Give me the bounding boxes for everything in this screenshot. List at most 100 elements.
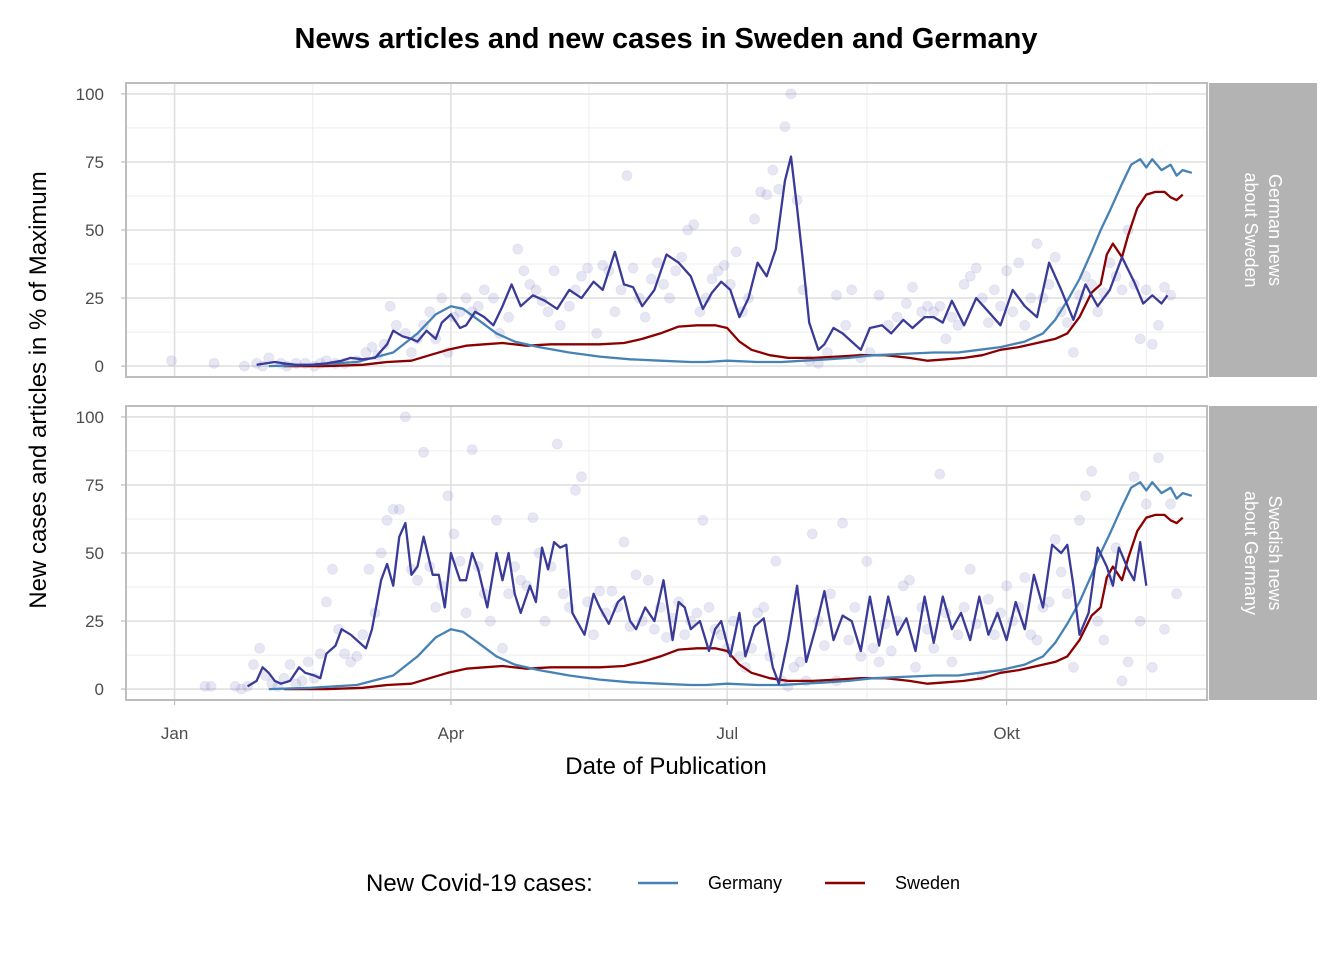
article-point xyxy=(615,284,627,296)
article-point xyxy=(539,615,551,627)
panel-strip xyxy=(1209,83,1317,377)
strip-label: Swedish newsabout Germany xyxy=(1241,491,1285,615)
article-point xyxy=(1165,498,1177,510)
article-point xyxy=(1001,580,1013,592)
article-point xyxy=(1116,284,1128,296)
article-point xyxy=(873,656,885,668)
article-point xyxy=(588,629,600,641)
article-point xyxy=(351,650,363,662)
article-point xyxy=(670,265,682,277)
article-point xyxy=(393,503,405,515)
article-point xyxy=(466,444,478,456)
article-point xyxy=(327,563,338,575)
article-point xyxy=(758,601,770,613)
y-tick-label: 0 xyxy=(95,680,104,699)
article-point xyxy=(749,213,761,225)
article-point xyxy=(1159,623,1170,635)
article-point xyxy=(621,170,633,182)
article-point xyxy=(430,601,442,613)
article-point xyxy=(697,514,709,526)
article-point xyxy=(645,273,657,285)
article-point xyxy=(867,642,879,654)
article-point xyxy=(843,634,855,646)
article-point xyxy=(1025,629,1037,641)
article-point xyxy=(235,683,247,695)
article-point xyxy=(1067,347,1079,358)
article-point xyxy=(1049,533,1061,545)
article-point xyxy=(1007,306,1019,318)
article-point xyxy=(679,629,691,641)
article-point xyxy=(691,607,703,619)
article-point xyxy=(296,675,308,687)
article-point xyxy=(381,514,393,526)
article-point xyxy=(630,569,642,581)
article-point xyxy=(399,411,411,423)
article-point xyxy=(515,574,527,586)
article-point xyxy=(1019,319,1031,331)
article-point xyxy=(1013,257,1025,269)
article-point xyxy=(591,327,603,339)
article-point xyxy=(448,528,460,540)
y-tick-label: 25 xyxy=(85,289,104,308)
article-point xyxy=(472,300,484,312)
article-point xyxy=(454,555,466,567)
article-point xyxy=(767,164,779,176)
article-point xyxy=(928,642,940,654)
article-point xyxy=(345,656,357,668)
article-point xyxy=(855,650,867,662)
article-point xyxy=(1043,596,1055,608)
article-point xyxy=(934,300,946,312)
article-point xyxy=(1116,675,1128,687)
article-point xyxy=(1031,634,1043,646)
article-point xyxy=(229,680,241,692)
article-point xyxy=(946,311,958,323)
germany-cases-line xyxy=(268,481,1193,691)
panel-2: 0 25 50 75 100 Swedish newsabout Germany xyxy=(76,405,1317,701)
articles-line xyxy=(246,521,1148,688)
article-point xyxy=(503,588,515,600)
article-point xyxy=(530,284,542,296)
article-point xyxy=(958,278,970,290)
article-point xyxy=(825,588,836,600)
article-point xyxy=(1171,588,1183,600)
article-point xyxy=(363,563,375,575)
article-point xyxy=(627,262,639,274)
article-point xyxy=(208,357,220,369)
y-tick-label: 100 xyxy=(76,408,104,427)
article-point xyxy=(1061,317,1073,329)
article-point xyxy=(512,243,524,255)
article-point xyxy=(618,536,630,548)
article-point xyxy=(205,680,217,692)
germany-cases-line xyxy=(268,158,1193,368)
x-axis-title: Date of Publication xyxy=(565,753,766,780)
article-point xyxy=(597,259,609,271)
article-point xyxy=(794,656,806,668)
article-point xyxy=(940,333,952,345)
article-point xyxy=(648,623,660,635)
article-point xyxy=(1152,452,1164,464)
panel-border xyxy=(125,405,1208,701)
article-point xyxy=(284,659,296,671)
article-point xyxy=(1140,284,1152,296)
article-point xyxy=(582,262,594,274)
article-point xyxy=(770,555,782,567)
article-point xyxy=(934,468,946,480)
article-point xyxy=(916,306,928,318)
x-tick-label: Okt xyxy=(993,724,1020,743)
article-point xyxy=(688,219,700,231)
article-point xyxy=(922,300,934,312)
y-tick-label: 25 xyxy=(85,612,104,631)
article-point xyxy=(761,189,773,201)
article-point xyxy=(1140,498,1152,510)
article-point xyxy=(831,289,842,301)
legend: New Covid-19 cases: Germany Sweden xyxy=(366,870,960,897)
article-point xyxy=(320,596,332,608)
article-point xyxy=(1067,661,1079,673)
article-point xyxy=(491,514,502,526)
article-point xyxy=(1122,656,1134,668)
strip-label-line-2: about Germany xyxy=(1241,491,1261,615)
article-point xyxy=(1134,333,1146,345)
article-point xyxy=(166,355,177,367)
article-point xyxy=(405,347,417,358)
y-tick-label: 50 xyxy=(85,221,104,240)
